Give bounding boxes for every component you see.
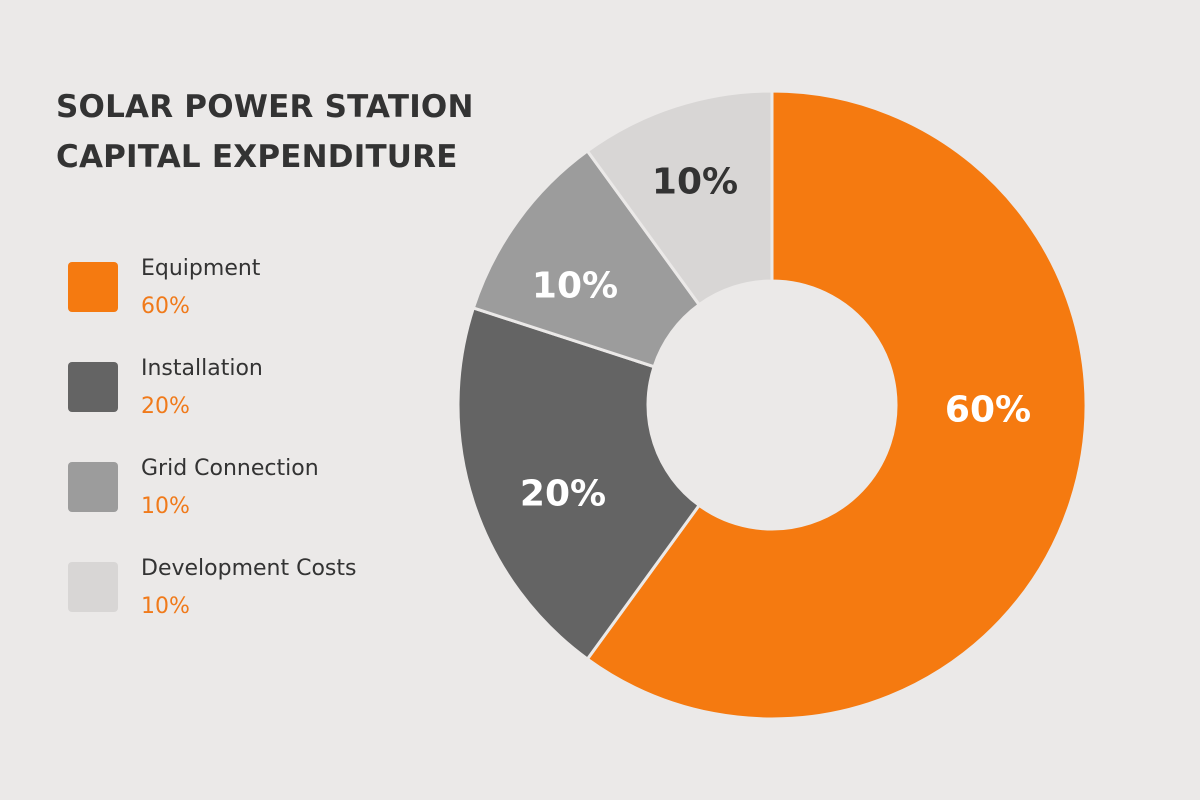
chart-title-line-1: SOLAR POWER STATION — [56, 89, 474, 125]
legend-value-grid-connection: 10% — [141, 494, 190, 519]
legend: Equipment 60% Installation 20% Grid Conn… — [68, 256, 408, 656]
legend-item-installation: Installation 20% — [68, 356, 408, 456]
legend-label-development-costs: Development Costs — [141, 556, 357, 581]
slice-label-installation: 20% — [520, 474, 606, 515]
slice-installation — [456, 306, 702, 662]
legend-label-equipment: Equipment — [141, 256, 261, 281]
slice-grid-connection — [471, 148, 702, 369]
legend-value-equipment: 60% — [141, 294, 190, 319]
legend-swatch-grid-connection — [68, 462, 118, 512]
legend-swatch-development-costs — [68, 562, 118, 612]
legend-label-installation: Installation — [141, 356, 263, 381]
legend-item-equipment: Equipment 60% — [68, 256, 408, 356]
slice-label-grid-connection: 10% — [532, 266, 618, 307]
legend-item-development-costs: Development Costs 10% — [68, 556, 408, 656]
slice-label-development-costs: 10% — [652, 162, 738, 203]
legend-swatch-installation — [68, 362, 118, 412]
legend-value-development-costs: 10% — [141, 594, 190, 619]
chart-title: SOLAR POWER STATION CAPITAL EXPENDITURE — [56, 82, 496, 182]
legend-swatch-equipment — [68, 262, 118, 312]
legend-value-installation: 20% — [141, 394, 190, 419]
slice-equipment — [585, 89, 1088, 721]
legend-label-grid-connection: Grid Connection — [141, 456, 319, 481]
legend-item-grid-connection: Grid Connection 10% — [68, 456, 408, 556]
slice-label-equipment: 60% — [945, 390, 1031, 431]
chart-title-line-2: CAPITAL EXPENDITURE — [56, 139, 458, 175]
slice-development-costs — [585, 89, 774, 307]
